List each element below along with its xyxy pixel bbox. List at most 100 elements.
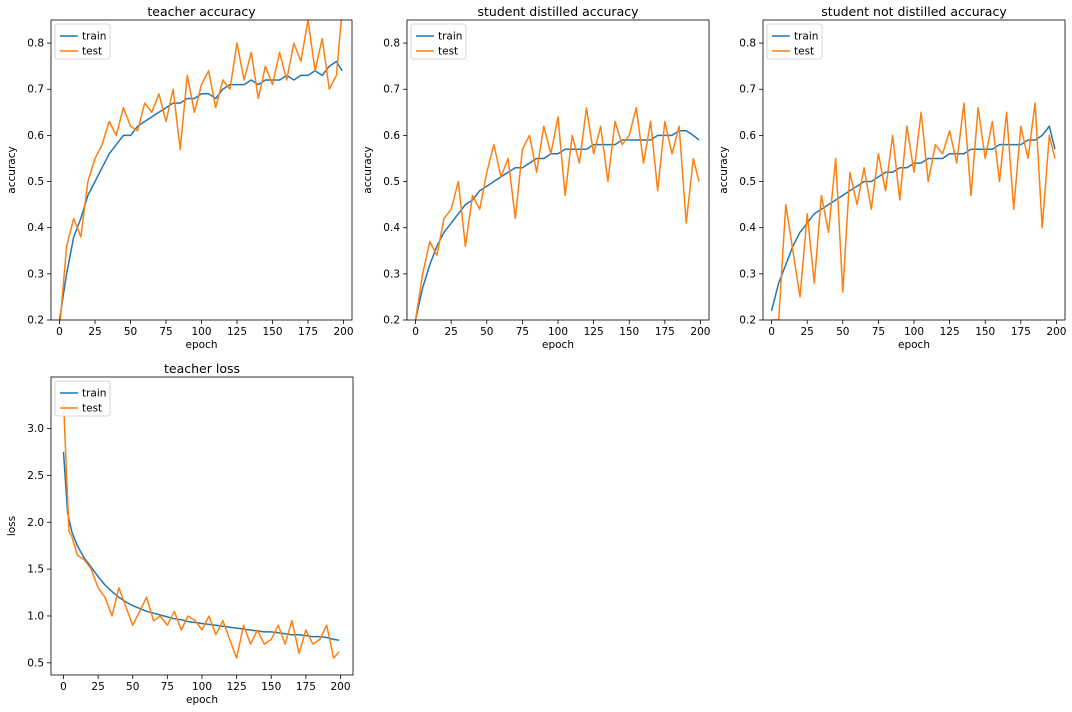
student-not-distilled-accuracy-ytick-label: 0.8 [739,38,756,50]
student-distilled-accuracy-xtick-label: 100 [548,326,568,338]
teacher-accuracy-xtick-label: 50 [124,326,137,338]
teacher-accuracy-ytick-label: 0.4 [27,222,44,234]
teacher-accuracy-xtick-label: 100 [191,326,211,338]
teacher-accuracy-ytick-label: 0.6 [27,130,44,142]
student-distilled-accuracy-plot-area [407,20,709,320]
student-distilled-accuracy-legend: train test [410,23,467,60]
student-distilled-accuracy-xtick-label: 25 [444,326,457,338]
teacher-accuracy-xtick-label: 0 [56,326,63,338]
student-not-distilled-accuracy-panel: 0 25 50 75 100 125 150 175 200 0.2 0.3 0.4 0.5 0.6 0.7… [718,4,1066,351]
teacher-loss-ytick-label: 0.5 [27,657,44,669]
teacher-loss-xlabel: epoch [186,694,218,706]
teacher-accuracy-xtick-label: 75 [159,326,172,338]
teacher-loss-xtick-label: 150 [261,681,281,693]
student-not-distilled-accuracy-ytick-label: 0.6 [739,130,756,142]
teacher-loss-series-test-line [62,400,340,659]
teacher-accuracy-plot-area [51,20,352,320]
teacher-accuracy-series-train-line [58,60,343,320]
teacher-accuracy-ytick-label: 0.5 [27,176,44,188]
teacher-accuracy-xtick-label: 25 [88,326,101,338]
teacher-loss-legend-label-test: test [82,403,102,415]
teacher-accuracy-xtick-label: 200 [333,326,353,338]
teacher-loss-ytick-label: 2.0 [27,517,44,529]
teacher-loss-plot-area [51,377,353,675]
teacher-accuracy-panel: 0 25 50 75 100 125 150 175 200 0.2 0.3 0.4 0.5 0.6 0.7… [6,4,354,351]
student-not-distilled-accuracy-xtick-label: 150 [975,326,995,338]
student-not-distilled-accuracy-xtick-label: 100 [904,326,924,338]
teacher-loss-ytick-label: 1.5 [27,564,44,576]
student-not-distilled-accuracy-ytick-label: 0.3 [739,268,756,280]
teacher-accuracy-ylabel: accuracy [6,146,18,193]
teacher-accuracy-xlabel: epoch [186,339,218,351]
teacher-loss-xtick-label: 200 [331,681,351,693]
student-not-distilled-accuracy-xtick-label: 50 [836,326,849,338]
teacher-loss-xtick-label: 0 [60,681,67,693]
teacher-accuracy-ytick-label: 0.8 [27,38,44,50]
student-distilled-accuracy-xtick-label: 75 [516,326,529,338]
teacher-accuracy-legend-label-train: train [82,31,106,43]
teacher-loss-xtick-label: 75 [161,681,174,693]
teacher-accuracy-xtick-label: 125 [227,326,247,338]
student-not-distilled-accuracy-xtick-label: 125 [940,326,960,338]
teacher-loss-title: teacher loss [164,361,240,376]
student-not-distilled-accuracy-xtick-label: 175 [1011,326,1031,338]
teacher-loss-panel: 0 25 50 75 100 125 150 175 200 0.5 1.0 1.5 2.0 2.5 3.0… [6,361,354,706]
student-not-distilled-accuracy-ytick-label: 0.7 [739,84,756,96]
teacher-loss-ytick-label: 3.0 [27,423,44,435]
student-not-distilled-accuracy-ytick-label: 0.2 [739,315,756,327]
teacher-loss-xtick-label: 50 [126,681,139,693]
student-not-distilled-accuracy-xtick-label: 200 [1046,326,1066,338]
teacher-accuracy-title: teacher accuracy [147,4,256,19]
teacher-accuracy-xtick-label: 150 [262,326,282,338]
student-distilled-accuracy-ytick-label: 0.5 [383,176,400,188]
teacher-accuracy-ytick-label: 0.2 [27,315,44,327]
student-not-distilled-accuracy-legend: train test [766,23,823,60]
student-distilled-accuracy-ytick-label: 0.6 [383,130,400,142]
student-distilled-accuracy-xtick-label: 150 [619,326,639,338]
student-distilled-accuracy-ytick-label: 0.8 [383,38,400,50]
teacher-accuracy-legend-label-test: test [82,46,102,58]
student-distilled-accuracy-legend-label-test: test [438,46,458,58]
student-distilled-accuracy-xlabel: epoch [542,339,574,351]
student-distilled-accuracy-series-test-line [414,106,700,320]
teacher-loss-xtick-label: 125 [227,681,247,693]
student-distilled-accuracy-panel: 0 25 50 75 100 125 150 175 200 0.2 0.3 0.4 0.5 0.6 0.7… [362,4,710,351]
student-not-distilled-accuracy-title: student not distilled accuracy [821,4,1007,19]
student-distilled-accuracy-xtick-label: 0 [412,326,419,338]
student-distilled-accuracy-xtick-label: 175 [655,326,675,338]
student-distilled-accuracy-ytick-label: 0.3 [383,268,400,280]
student-distilled-accuracy-ytick-label: 0.7 [383,84,400,96]
teacher-loss-legend: train test [54,380,111,417]
student-distilled-accuracy-xtick-label: 200 [690,326,710,338]
student-not-distilled-accuracy-ytick-label: 0.4 [739,222,756,234]
teacher-accuracy-ytick-label: 0.3 [27,268,44,280]
teacher-loss-legend-label-train: train [82,388,106,400]
student-distilled-accuracy-xtick-label: 125 [584,326,604,338]
teacher-loss-ytick-label: 2.5 [27,470,44,482]
teacher-loss-xtick-label: 175 [296,681,316,693]
teacher-loss-xtick-label: 100 [192,681,212,693]
student-not-distilled-accuracy-xlabel: epoch [898,339,930,351]
teacher-loss-xtick-label: 25 [91,681,104,693]
student-not-distilled-accuracy-series-test-line [771,102,1056,320]
student-not-distilled-accuracy-legend-label-test: test [794,46,814,58]
student-not-distilled-accuracy-ylabel: accuracy [718,146,730,193]
teacher-loss-series-train-line [62,451,340,642]
student-not-distilled-accuracy-xtick-label: 0 [768,326,775,338]
student-not-distilled-accuracy-xtick-label: 25 [800,326,813,338]
student-not-distilled-accuracy-ytick-label: 0.5 [739,176,756,188]
student-distilled-accuracy-ylabel: accuracy [362,146,374,193]
teacher-loss-ytick-label: 1.0 [27,610,44,622]
teacher-accuracy-xtick-label: 175 [298,326,318,338]
student-distilled-accuracy-ytick-label: 0.2 [383,315,400,327]
student-not-distilled-accuracy-legend-label-train: train [794,31,818,43]
teacher-accuracy-legend: train test [54,23,111,60]
student-distilled-accuracy-ytick-label: 0.4 [383,222,400,234]
student-distilled-accuracy-xtick-label: 50 [480,326,493,338]
student-distilled-accuracy-legend-label-train: train [438,31,462,43]
teacher-accuracy-series-test-line [59,20,343,320]
teacher-accuracy-ytick-label: 0.7 [27,84,44,96]
student-distilled-accuracy-title: student distilled accuracy [478,4,640,19]
student-not-distilled-accuracy-xtick-label: 75 [872,326,885,338]
